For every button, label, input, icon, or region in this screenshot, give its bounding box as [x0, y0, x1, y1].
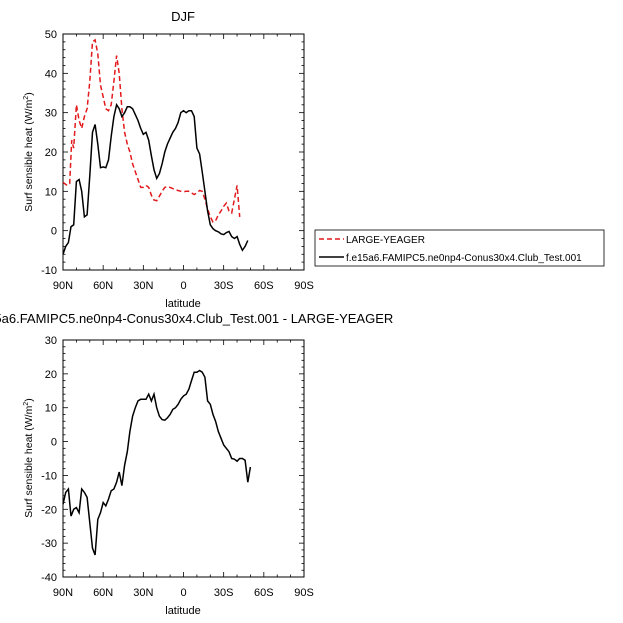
y-tick-label: 40	[45, 68, 57, 80]
y-label-main: Surf sensible heat (W/m	[23, 405, 35, 517]
panel2-title: f.e15a6.FAMIPC5.ne0np4-Conus30x4.Club_Te…	[0, 311, 393, 326]
x-tick-label: 30N	[133, 587, 153, 599]
x-tick-label: 60S	[254, 280, 274, 292]
x-tick-label: 0	[180, 587, 186, 599]
x-tick-label: 90N	[53, 280, 73, 292]
x-tick-label: 90S	[294, 280, 314, 292]
y-label-main: Surf sensible heat (W/m	[23, 99, 35, 211]
panel1-x-axis-label: latitude	[165, 298, 200, 310]
x-tick-label: 60S	[254, 587, 274, 599]
x-tick-label: 90S	[294, 587, 314, 599]
y-tick-label: -10	[41, 470, 57, 482]
legend-label-club-test: f.e15a6.FAMIPC5.ne0np4-Conus30x4.Club_Te…	[346, 253, 582, 264]
x-tick-label: 60N	[93, 587, 113, 599]
y-label-close: )	[23, 398, 35, 402]
panel1-y-tick-labels: -10 0 10 20 30 40 50	[41, 29, 57, 277]
legend-box	[314, 229, 605, 267]
panel2-plot-frame	[62, 339, 305, 578]
panel2-x-axis-label: latitude	[165, 605, 200, 617]
panel2-ticks	[62, 339, 305, 578]
series-club-test-line	[62, 102, 249, 255]
legend: LARGE-YEAGER f.e15a6.FAMIPC5.ne0np4-Conu…	[314, 229, 605, 267]
x-tick-label: 90N	[53, 587, 73, 599]
y-tick-label: 10	[45, 403, 57, 415]
y-tick-label: -10	[41, 265, 57, 277]
series-large-yeager-line	[62, 38, 241, 223]
panel-difference: f.e15a6.FAMIPC5.ne0np4-Conus30x4.Club_Te…	[0, 311, 393, 617]
y-tick-label: 50	[45, 29, 57, 41]
x-tick-label: 60N	[93, 280, 113, 292]
y-tick-label: -40	[41, 572, 57, 584]
y-tick-label: 10	[45, 186, 57, 198]
y-tick-label: 30	[45, 335, 57, 347]
panel1-x-tick-labels: 90N 60N 30N 0 30S 60S 90S	[53, 280, 314, 292]
y-tick-label: 0	[51, 437, 57, 449]
panel1-ticks	[62, 33, 305, 271]
panel1-title: DJF	[171, 9, 195, 24]
y-label-superscript: 2	[23, 96, 30, 100]
y-tick-label: -30	[41, 538, 57, 550]
y-tick-label: -20	[41, 504, 57, 516]
panel-djf: DJF -10 0 10 20 30 40 50 90N 60N 30N 0 3…	[23, 9, 314, 310]
panel2-y-tick-labels: -40 -30 -20 -10 0 10 20 30	[41, 335, 57, 584]
legend-label-large-yeager: LARGE-YEAGER	[346, 235, 425, 246]
y-tick-label: 20	[45, 369, 57, 381]
y-label-close: )	[23, 92, 35, 96]
panel2-x-tick-labels: 90N 60N 30N 0 30S 60S 90S	[53, 587, 314, 599]
y-tick-label: 0	[51, 226, 57, 238]
y-label-superscript: 2	[23, 402, 30, 406]
panel1-y-axis-label: Surf sensible heat (W/m2)	[23, 92, 35, 211]
y-tick-label: 30	[45, 108, 57, 120]
x-tick-label: 30N	[133, 280, 153, 292]
panel2-y-axis-label: Surf sensible heat (W/m2)	[23, 398, 35, 517]
x-tick-label: 30S	[214, 280, 234, 292]
y-tick-label: 20	[45, 147, 57, 159]
series-difference-line	[62, 369, 252, 556]
x-tick-label: 0	[180, 280, 186, 292]
x-tick-label: 30S	[214, 587, 234, 599]
